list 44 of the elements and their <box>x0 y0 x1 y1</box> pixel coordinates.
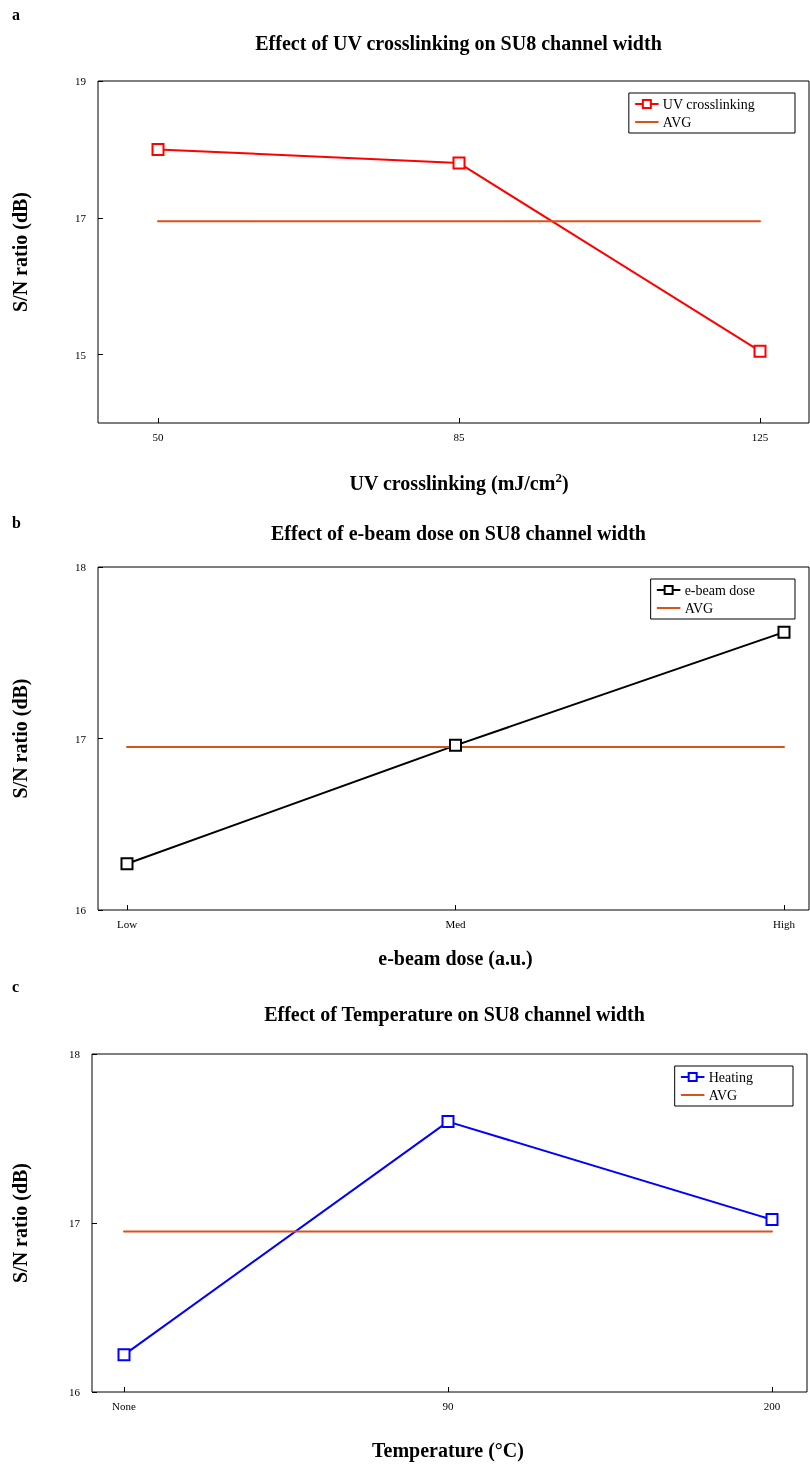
legend-label: e-beam dose <box>684 582 755 598</box>
x-tick-label: None <box>112 1399 137 1412</box>
x-tick-label: 90 <box>442 1399 454 1412</box>
y-tick-label: 17 <box>69 1217 81 1229</box>
y-tick-label: 16 <box>69 1386 81 1398</box>
point <box>765 1213 779 1227</box>
legend-label: UV crosslinking <box>662 96 755 112</box>
y-axis-title: S/N ratio (dB) <box>9 678 32 799</box>
text: c <box>12 977 20 995</box>
y-axis-title: S/N ratio (dB) <box>9 1163 32 1283</box>
y-tick-label: 17 <box>75 211 87 224</box>
x-tick-label: 200 <box>763 1399 781 1412</box>
legend-label: Heating <box>708 1069 754 1085</box>
point <box>441 1115 455 1129</box>
y-tick-label: 17 <box>75 732 87 745</box>
legend-label: AVG <box>684 600 714 616</box>
x-tick-label: 85 <box>453 430 465 443</box>
point <box>777 625 791 639</box>
point <box>449 738 462 752</box>
y-tick-label: 18 <box>69 1048 81 1060</box>
legend-label: AVG <box>662 114 692 130</box>
y-tick-label: 19 <box>75 75 87 87</box>
x-tick-label: 125 <box>751 430 769 443</box>
x-tick-label: Low <box>116 917 138 930</box>
chart-title: Effect of UV crosslinking on SU8 channel width <box>255 32 662 55</box>
legend-label: AVG <box>708 1087 738 1103</box>
x-tick-label: 50 <box>152 430 164 443</box>
point <box>452 156 466 170</box>
x-tick-label: Med <box>445 917 467 930</box>
y-tick-label: 15 <box>75 348 87 361</box>
x-axis-title: e-beam dose (a.u.) <box>378 947 533 970</box>
y-tick-label: 18 <box>75 561 87 573</box>
chart-title: Effect of Temperature on SU8 channel width <box>264 1003 645 1026</box>
point <box>120 857 134 871</box>
text: a <box>12 5 20 23</box>
x-tick-label: High <box>773 917 796 930</box>
text: b <box>12 513 21 531</box>
chart-title: Effect of e-beam dose on SU8 channel width <box>271 522 646 544</box>
x-axis-title: Temperature (°C) <box>372 1439 524 1462</box>
y-tick-label: 16 <box>75 904 87 916</box>
point <box>753 344 767 358</box>
point <box>117 1348 131 1362</box>
point <box>151 142 165 156</box>
y-axis-title: S/N ratio (dB) <box>9 192 32 312</box>
